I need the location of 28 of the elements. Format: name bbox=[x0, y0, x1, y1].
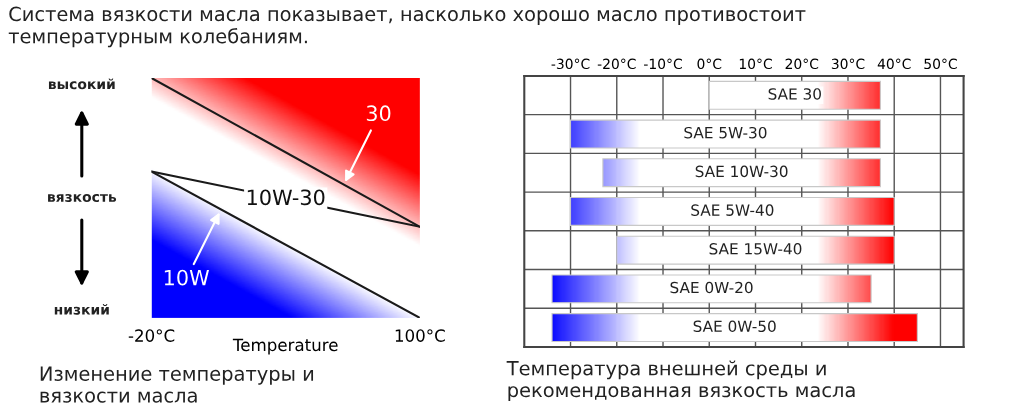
x-tick-label: 100°C bbox=[395, 329, 445, 342]
x-tick-label: 10°C bbox=[739, 58, 772, 70]
category-label: SAE 0W-50 bbox=[693, 320, 776, 333]
x-tick-label: 20°C bbox=[785, 58, 819, 70]
x-tick-label: -10°C bbox=[644, 58, 682, 70]
category-label: SAE 30 bbox=[768, 88, 821, 100]
category-label: SAE 10W-30 bbox=[695, 165, 788, 178]
text: Изменение температуры и вязкости масла bbox=[40, 366, 314, 403]
y-axis-title: вязкость bbox=[48, 194, 117, 202]
x-tick-label: -30°C bbox=[551, 58, 590, 70]
text: Температура внешней среды и рекомендованная вязкость масла bbox=[506, 360, 855, 402]
x-tick-label: -20°C bbox=[597, 58, 636, 70]
annotation: 10W-30 bbox=[247, 189, 325, 206]
category-label: SAE 5W-30 bbox=[684, 126, 767, 139]
category-label: SAE 15W-40 bbox=[709, 243, 802, 255]
x-tick-label: 40°C bbox=[877, 58, 911, 70]
annotation: 10W bbox=[164, 269, 210, 286]
category-label: SAE 0W-20 bbox=[670, 281, 753, 294]
x-tick-label: 0°C bbox=[697, 58, 722, 70]
x-tick-label: 30°C bbox=[831, 58, 865, 70]
category-label: SAE 5W-40 bbox=[691, 204, 774, 216]
annotation: 30 bbox=[366, 105, 391, 122]
text: низкий bbox=[54, 303, 109, 315]
x-axis-title: Temperature bbox=[232, 338, 338, 355]
text: высокий bbox=[48, 78, 115, 90]
x-tick-label: -20°C bbox=[128, 329, 175, 342]
x-tick-label: 50°C bbox=[924, 58, 957, 70]
chart-title: Система вязкости масла показывает, насколько хорошо масло противостоит температурным колебаниям. bbox=[8, 6, 806, 48]
